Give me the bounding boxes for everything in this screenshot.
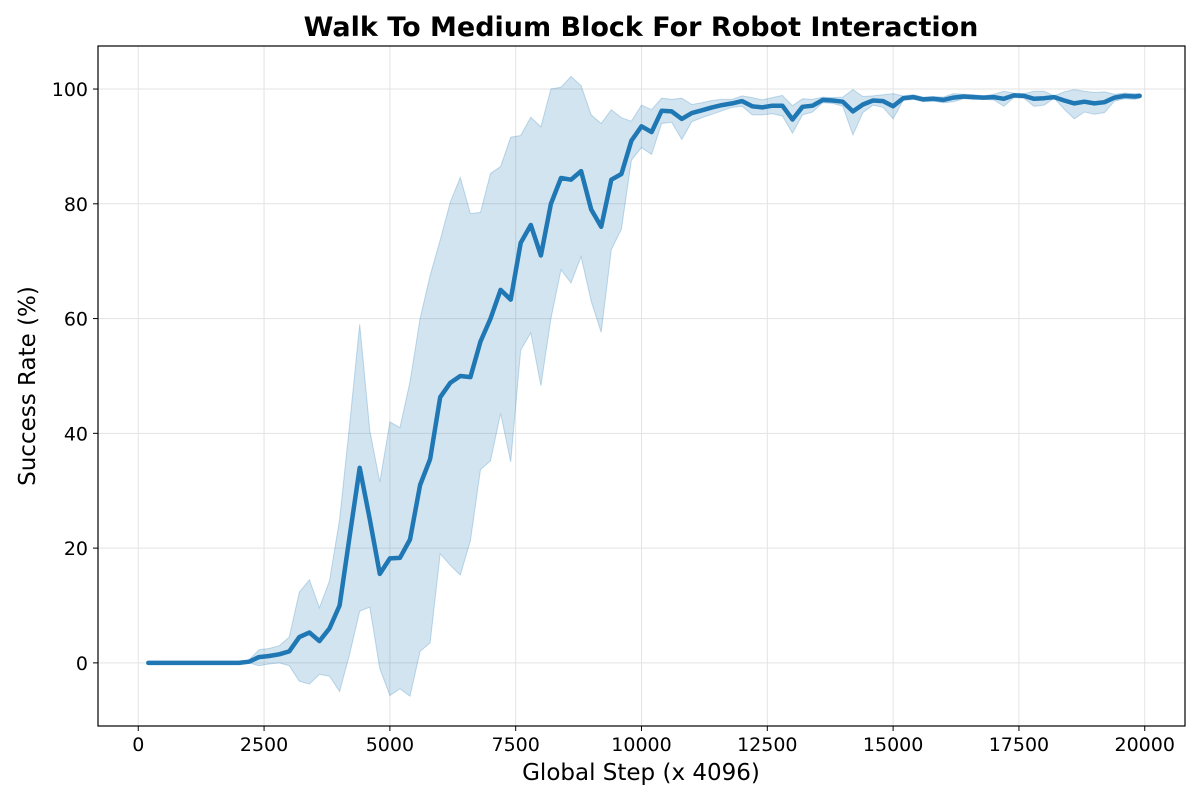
y-tick-label: 0 <box>76 653 88 675</box>
x-tick-label: 5000 <box>366 734 414 756</box>
y-axis-label: Success Rate (%) <box>15 286 41 486</box>
x-tick-label: 15000 <box>863 734 923 756</box>
x-tick-label: 0 <box>132 734 144 756</box>
y-tick-label: 40 <box>64 423 88 445</box>
y-tick-label: 80 <box>64 194 88 216</box>
line-layer <box>146 93 1142 666</box>
y-tick-label: 60 <box>64 309 88 331</box>
x-tick-label: 7500 <box>492 734 540 756</box>
y-tick-label: 20 <box>64 538 88 560</box>
grid-layer <box>98 46 1185 726</box>
chart-title: Walk To Medium Block For Robot Interacti… <box>304 12 979 43</box>
plot-frame <box>97 45 1186 727</box>
x-tick-label: 17500 <box>989 734 1049 756</box>
x-tick-label: 10000 <box>611 734 671 756</box>
x-tick-label: 12500 <box>737 734 797 756</box>
x-tick-label: 2500 <box>240 734 288 756</box>
y-tick-label: 100 <box>52 79 88 101</box>
success-rate-line <box>146 93 1142 666</box>
tick-layer: 0 2500 5000 7500 10000 12500 15000 17500 20000 0 2… <box>52 79 1175 756</box>
x-axis-label: Global Step (x 4096) <box>522 760 760 786</box>
x-tick-label: 20000 <box>1115 734 1175 756</box>
